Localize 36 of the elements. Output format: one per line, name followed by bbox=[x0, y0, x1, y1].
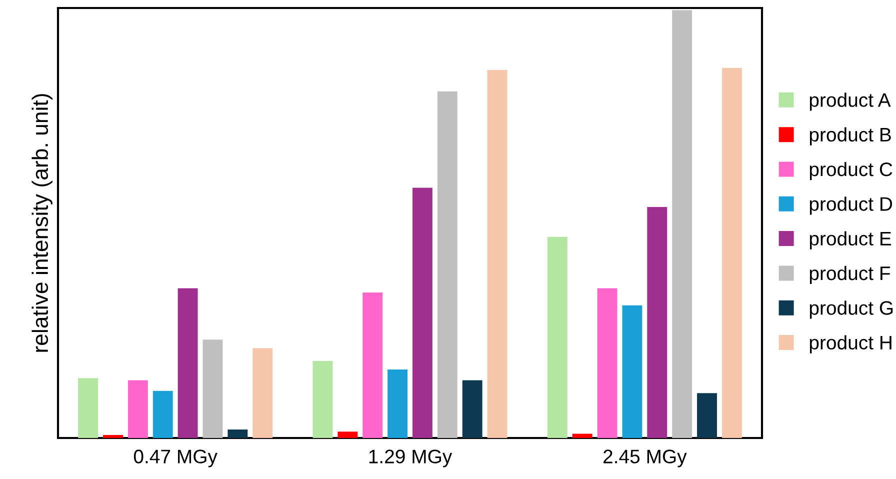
bar bbox=[388, 370, 408, 438]
legend-label: product E bbox=[810, 231, 892, 250]
bar bbox=[622, 305, 642, 438]
x-tick-label: 1.29 MGy bbox=[369, 450, 452, 468]
bar bbox=[152, 390, 173, 438]
bar bbox=[312, 360, 333, 438]
bar bbox=[78, 378, 98, 438]
bar bbox=[228, 429, 248, 438]
bar bbox=[697, 393, 717, 438]
bar bbox=[338, 432, 358, 438]
bar bbox=[128, 380, 148, 438]
bar bbox=[252, 348, 273, 438]
bar bbox=[202, 340, 223, 438]
bar bbox=[722, 68, 742, 438]
x-tick-label: 0.47 MGy bbox=[134, 450, 218, 468]
legend-label: product F bbox=[810, 266, 890, 284]
bar bbox=[597, 288, 618, 438]
bar bbox=[547, 236, 568, 438]
bar bbox=[487, 70, 508, 438]
bar bbox=[412, 188, 432, 438]
bar bbox=[647, 206, 668, 438]
legend-label: product A bbox=[810, 92, 891, 111]
legend-label: product H bbox=[810, 335, 892, 354]
bar bbox=[362, 292, 383, 438]
bar bbox=[103, 435, 123, 438]
legend-label: product D bbox=[810, 196, 892, 215]
bar bbox=[672, 10, 692, 438]
x-tick-label: 2.45 MGy bbox=[604, 450, 687, 468]
legend-label: product B bbox=[810, 127, 891, 146]
bar bbox=[178, 288, 198, 438]
bar bbox=[437, 91, 458, 438]
bar bbox=[572, 434, 592, 438]
legend-label: product G bbox=[810, 300, 893, 319]
legend-label: product C bbox=[810, 162, 892, 180]
bar bbox=[462, 380, 482, 438]
y-axis-title: relative intensity (arb. unit) bbox=[32, 94, 52, 352]
